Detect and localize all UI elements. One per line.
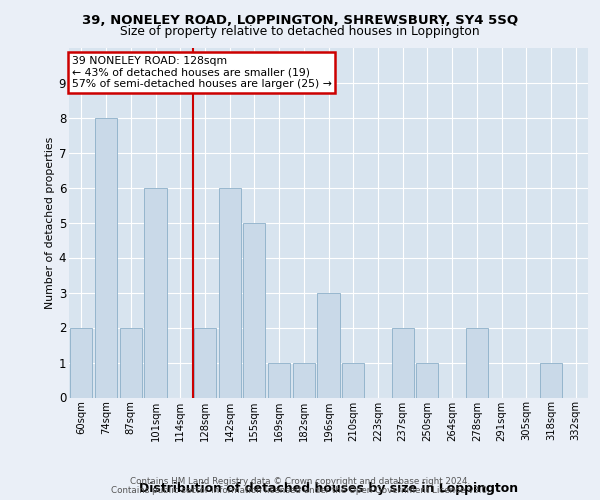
Bar <box>145 188 167 398</box>
Text: Contains HM Land Registry data © Crown copyright and database right 2024.: Contains HM Land Registry data © Crown c… <box>130 477 470 486</box>
Text: 39 NONELEY ROAD: 128sqm
← 43% of detached houses are smaller (19)
57% of semi-de: 39 NONELEY ROAD: 128sqm ← 43% of detache… <box>71 56 331 90</box>
Bar <box>342 362 364 398</box>
Bar <box>416 362 439 398</box>
Bar <box>218 188 241 398</box>
Bar <box>317 292 340 398</box>
Bar <box>119 328 142 398</box>
Bar <box>268 362 290 398</box>
Bar <box>540 362 562 398</box>
Text: Contains public sector information licensed under the Open Government Licence v3: Contains public sector information licen… <box>110 486 490 495</box>
Bar <box>293 362 315 398</box>
Bar <box>70 328 92 398</box>
Text: Size of property relative to detached houses in Loppington: Size of property relative to detached ho… <box>120 25 480 38</box>
Bar <box>392 328 414 398</box>
Bar <box>243 222 265 398</box>
Y-axis label: Number of detached properties: Number of detached properties <box>44 136 55 308</box>
Text: 39, NONELEY ROAD, LOPPINGTON, SHREWSBURY, SY4 5SQ: 39, NONELEY ROAD, LOPPINGTON, SHREWSBURY… <box>82 14 518 27</box>
Bar <box>194 328 216 398</box>
X-axis label: Distribution of detached houses by size in Loppington: Distribution of detached houses by size … <box>139 482 518 496</box>
Bar <box>95 118 117 398</box>
Bar <box>466 328 488 398</box>
